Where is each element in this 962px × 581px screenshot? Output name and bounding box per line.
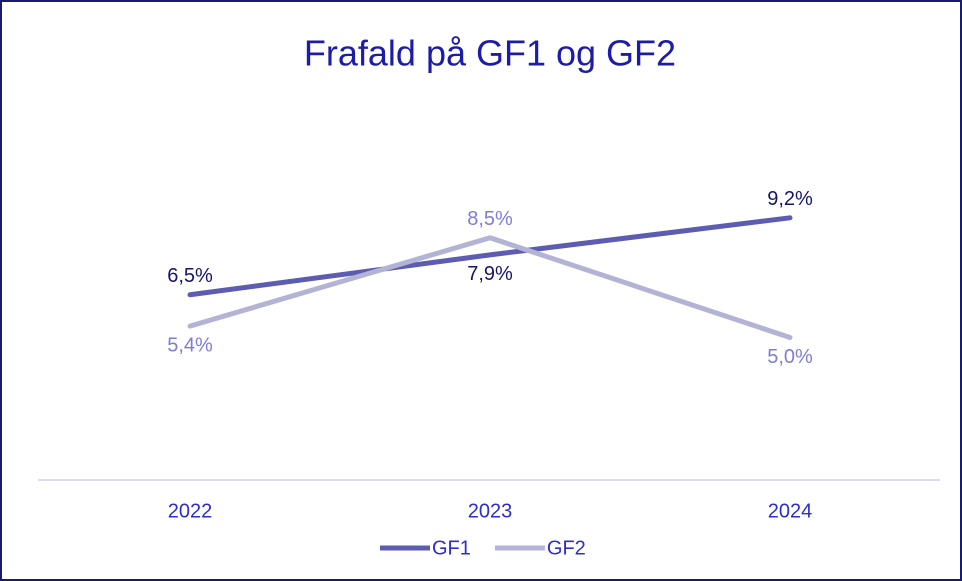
series-line [187, 215, 793, 298]
data-label: 5,4% [167, 334, 213, 356]
data-label: 8,5% [467, 208, 513, 230]
x-tick-label: 2023 [468, 500, 513, 522]
data-label: 7,9% [467, 263, 513, 285]
series-line [187, 235, 793, 340]
data-label: 6,5% [167, 265, 213, 287]
data-label: 5,0% [767, 346, 813, 368]
chart-title: Frafald på GF1 og GF2 [304, 33, 676, 74]
x-tick-label: 2024 [768, 500, 813, 522]
data-label: 9,2% [767, 188, 813, 210]
legend-label: GF2 [547, 537, 586, 559]
x-tick-label: 2022 [168, 500, 213, 522]
legend-label: GF1 [432, 537, 471, 559]
